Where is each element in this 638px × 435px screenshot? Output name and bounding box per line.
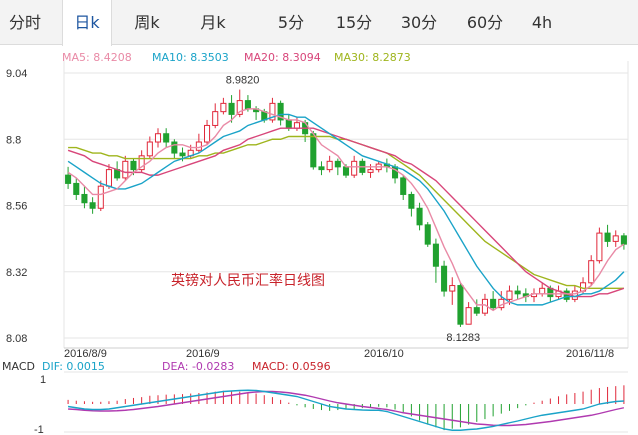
y-tick-label: 8.56 — [6, 201, 27, 213]
candle-body — [441, 265, 448, 292]
candle-body — [416, 207, 423, 226]
candle-body — [342, 166, 350, 176]
period-tab-bar: 分时 日k 周k 月k 5分 15分 30分 60分 4h — [0, 0, 638, 46]
y-tick-label: 9.04 — [6, 68, 27, 80]
candle-body — [269, 102, 276, 121]
low-annotation: 8.1283 — [446, 332, 480, 344]
tab-5[interactable]: 15分 — [335, 13, 373, 32]
candle-body — [400, 177, 407, 195]
tab-1[interactable]: 日k — [62, 0, 112, 46]
candle-body — [310, 133, 317, 168]
tab-7[interactable]: 60分 — [466, 13, 504, 32]
candle-body — [449, 285, 456, 292]
candle-body — [89, 202, 96, 209]
candle-body — [171, 141, 178, 154]
candle-body — [195, 141, 202, 151]
candle-body — [490, 298, 497, 309]
candle-body — [179, 152, 186, 157]
tab-3[interactable]: 月k — [200, 13, 226, 32]
candle-body — [130, 160, 137, 171]
candle-body — [220, 102, 227, 113]
macd-y-tick: -1 — [34, 424, 44, 435]
tab-2[interactable]: 周k — [134, 13, 160, 32]
ma-legend-item: MA20: 8.3094 — [244, 51, 321, 64]
macd-legend-item: MACD: 0.0596 — [252, 360, 331, 373]
y-tick-label: 8.8 — [6, 134, 21, 146]
candle-body — [351, 160, 358, 176]
candle-body — [571, 290, 578, 300]
candle-body — [334, 160, 341, 168]
candle-body — [465, 307, 472, 325]
candle-body — [604, 232, 611, 242]
candle-body — [204, 124, 211, 143]
candle-body — [318, 166, 325, 171]
candle-body — [277, 102, 284, 121]
candle-body — [473, 307, 480, 314]
ma10-line — [67, 113, 625, 306]
x-tick-label: 2016/8/9 — [64, 348, 107, 360]
candle-body — [244, 100, 251, 110]
candle-body — [539, 287, 546, 295]
candle-body — [612, 235, 619, 242]
candle-body — [65, 174, 72, 184]
candle-body — [73, 182, 80, 195]
y-tick-label: 8.32 — [6, 267, 27, 279]
ma20-line — [67, 127, 625, 298]
candle-body — [326, 160, 333, 171]
dif-line — [67, 389, 624, 431]
tab-0[interactable]: 分时 — [8, 13, 41, 32]
x-tick-label: 2016/9 — [186, 348, 220, 360]
tab-6[interactable]: 30分 — [400, 13, 438, 32]
ma-legend-item: MA30: 8.2873 — [334, 51, 411, 64]
candle-body — [506, 290, 513, 300]
candle-body — [620, 235, 627, 245]
candle-body — [154, 133, 162, 143]
candle-body — [514, 290, 521, 295]
y-tick-label: 8.08 — [6, 333, 27, 345]
candle-body — [596, 232, 603, 262]
candle-body — [138, 155, 145, 171]
candle-body — [588, 260, 595, 284]
candle-body — [97, 185, 104, 209]
x-tick-label: 2016/11/8 — [566, 348, 614, 360]
candle-body — [146, 141, 153, 157]
candle-body — [367, 169, 374, 173]
macd-title: MACD — [2, 360, 35, 373]
candle-body — [236, 100, 243, 115]
candle-body — [432, 243, 439, 267]
candle-body — [212, 111, 219, 126]
ma5-line — [67, 108, 625, 312]
candle-body — [163, 133, 170, 143]
candle-body — [122, 160, 129, 179]
chart-watermark: 英镑对人民币汇率日线图 — [171, 272, 325, 289]
x-tick-label: 2016/10 — [364, 348, 404, 360]
candle-body — [293, 122, 300, 129]
candle-body — [285, 119, 292, 129]
macd-legend-item: DEA: -0.0283 — [162, 360, 235, 373]
tab-4[interactable]: 5分 — [277, 13, 305, 32]
high-annotation: 8.9820 — [226, 75, 260, 87]
candle-body — [228, 102, 235, 115]
candle-body — [457, 285, 464, 325]
candle-body — [563, 290, 570, 300]
tab-8[interactable]: 4h — [531, 13, 553, 32]
dea-line — [68, 390, 625, 427]
ma-legend-item: MA10: 8.3503 — [152, 51, 229, 64]
candle-body — [81, 193, 88, 204]
candle-body — [408, 193, 415, 209]
candle-body — [424, 224, 431, 245]
macd-y-tick: 1 — [40, 374, 46, 386]
candle-body — [105, 169, 112, 187]
macd-legend-item: DIF: 0.0015 — [42, 360, 105, 373]
ma-legend-item: MA5: 8.4208 — [62, 51, 132, 64]
